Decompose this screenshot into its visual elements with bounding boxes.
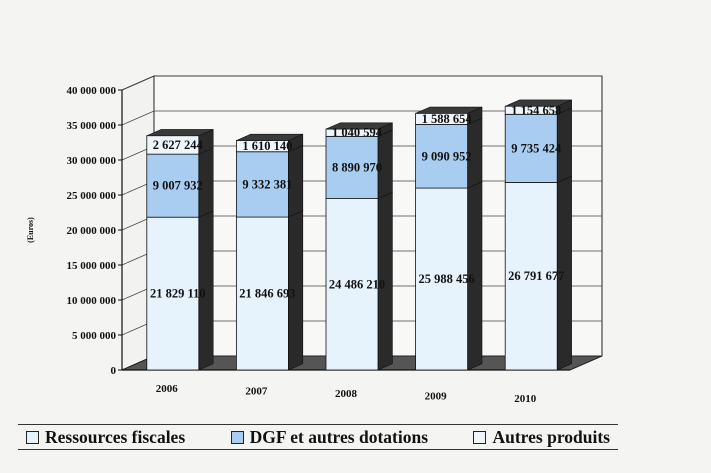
bar-segment xyxy=(415,124,469,189)
legend-item: Autres produits xyxy=(473,427,610,448)
data-label: 21 829 110 xyxy=(150,287,206,301)
data-label: 24 486 210 xyxy=(329,277,385,291)
bar-group-2009 xyxy=(415,106,483,371)
bar-segment xyxy=(325,135,379,199)
data-label: 1 588 654 xyxy=(422,112,473,126)
bar-segment xyxy=(504,182,558,371)
data-label: 9 090 952 xyxy=(422,149,472,163)
data-label: 1 040 594 xyxy=(332,126,383,140)
bar-group-2008 xyxy=(325,122,393,371)
bar-top xyxy=(236,133,303,141)
y-tick-label: 30 000 000 xyxy=(67,155,117,167)
data-label: 1 610 140 xyxy=(242,139,292,153)
bar-group-2010 xyxy=(504,99,572,371)
x-tick-label: 2010 xyxy=(514,393,537,405)
legend-label: DGF et autres dotations xyxy=(249,426,429,447)
gridline xyxy=(121,75,602,91)
bar-segment xyxy=(146,153,200,218)
bar-top xyxy=(325,122,393,130)
data-label: 26 791 677 xyxy=(508,269,564,283)
y-tick-label: 25 000 000 xyxy=(67,190,117,202)
x-tick-label: 2006 xyxy=(156,383,179,395)
stacked-bar-chart: 0 5 000 000 10 000 000 15 000 000 20 000 000… xyxy=(26,75,603,405)
data-label: 2 627 244 xyxy=(153,138,204,152)
bar-segment xyxy=(235,216,289,371)
data-label: 9 735 424 xyxy=(511,141,562,155)
legend-label: Ressources fiscales xyxy=(45,426,186,447)
chart-legend: Ressources fiscales DGF et autres dotatio… xyxy=(18,424,618,450)
y-tick-label: 5 000 000 xyxy=(72,330,117,342)
data-label: 21 846 693 xyxy=(239,287,295,301)
y-tick-label: 35 000 000 xyxy=(67,120,117,132)
data-label: 8 890 970 xyxy=(332,160,382,174)
legend-label: Autres produits xyxy=(492,426,610,447)
legend-swatch xyxy=(26,430,39,444)
y-tick-label: 10 000 000 xyxy=(67,295,117,307)
x-tick-label: 2009 xyxy=(425,391,448,403)
bar-segment xyxy=(235,151,289,218)
bar-top xyxy=(415,106,483,114)
data-label: 25 988 456 xyxy=(418,272,474,286)
legend-item: Ressources fiscales xyxy=(26,427,185,448)
y-tick-label: 40 000 000 xyxy=(67,85,117,97)
bar-group-2006 xyxy=(146,128,214,371)
data-label: 9 332 381 xyxy=(242,177,292,191)
bar-top xyxy=(146,129,214,137)
bar-segment xyxy=(504,113,558,183)
legend-swatch xyxy=(473,430,487,444)
data-label: 9 007 932 xyxy=(153,179,203,193)
bar-top xyxy=(505,99,572,107)
x-tick-label: 2007 xyxy=(245,386,268,398)
bar-segment xyxy=(325,198,379,371)
bar-group-2007 xyxy=(235,133,304,371)
y-tick-label: 0 xyxy=(111,365,117,377)
data-label: 1 154 658 xyxy=(511,103,561,117)
legend-swatch xyxy=(230,430,244,444)
y-axis-title: (Euros) xyxy=(26,217,35,243)
x-tick-label: 2008 xyxy=(335,388,358,400)
legend-item: DGF et autres dotations xyxy=(230,426,429,448)
y-tick-label: 15 000 000 xyxy=(67,260,117,272)
y-tick-label: 20 000 000 xyxy=(67,225,117,237)
bar-segment xyxy=(415,187,469,371)
